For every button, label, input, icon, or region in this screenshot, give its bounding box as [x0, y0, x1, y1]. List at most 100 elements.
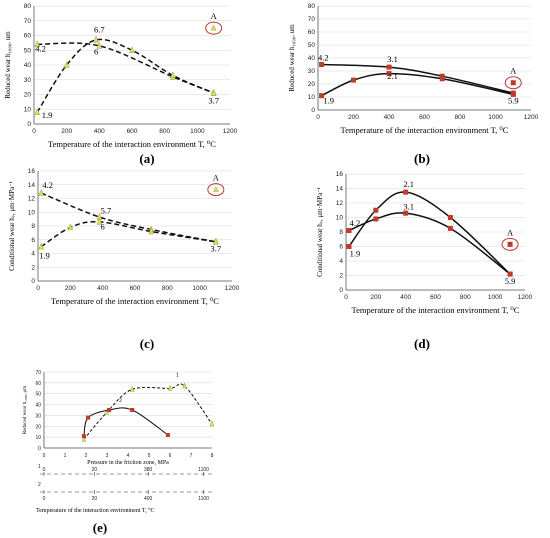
x-tick-label: 5 — [148, 453, 151, 459]
data-point — [351, 77, 356, 83]
data-point — [63, 60, 70, 68]
point-annotation: 2.1 — [387, 71, 398, 81]
y-tick-label: 4 — [31, 251, 35, 258]
outlier-circle — [501, 237, 519, 251]
outlier-circle — [504, 76, 522, 90]
y-tick-label: 0 — [38, 446, 41, 452]
data-point — [439, 73, 445, 79]
point-annotation: 3.7 — [208, 95, 219, 105]
outlier-point — [510, 80, 516, 86]
y-tick-label: 6 — [31, 237, 35, 244]
x-tick-label: 8 — [211, 453, 214, 459]
x-tick-label: 1 — [64, 453, 67, 459]
x-tick-label: 6 — [169, 453, 172, 459]
x-tick-label: 200 — [370, 294, 381, 301]
x-tick-label: 1200 — [225, 285, 240, 292]
data-point — [67, 223, 74, 231]
series-line — [83, 407, 169, 437]
y-tick-label: 8 — [339, 229, 343, 236]
y-tick-label: 50 — [35, 392, 41, 398]
series-line — [321, 63, 514, 94]
point-annotation: 1.9 — [350, 249, 361, 259]
point-annotation: 5.7 — [101, 206, 112, 216]
y-tick-label: 80 — [24, 3, 32, 10]
data-point — [386, 64, 392, 70]
x-tick-label: 800 — [460, 294, 471, 301]
y-axis-label: Conditional wear hᵥ, μm·MPa⁻¹ — [8, 181, 16, 271]
data-point — [346, 228, 352, 234]
point-annotation: 6 — [101, 221, 105, 231]
data-point — [373, 216, 379, 222]
y-tick-label: 16 — [336, 171, 344, 178]
point-annotation: 4.2 — [42, 180, 53, 190]
point-annotation: 1.9 — [323, 96, 334, 106]
y-tick-label: 0 — [339, 287, 343, 294]
x-tick-label: 400 — [94, 128, 105, 135]
y-tick-label: 30 — [24, 77, 32, 84]
x-tick-label: 800 — [159, 128, 170, 135]
x-tick-label: 0 — [36, 285, 40, 292]
y-tick-label: 30 — [308, 68, 316, 75]
x-tick-label: 1200 — [518, 294, 533, 301]
secondary-axis-tick-label: 400 — [144, 496, 153, 502]
x-axis-label: Temperature of the interaction environme… — [48, 139, 216, 149]
y-tick-label: 10 — [28, 209, 36, 216]
x-tick-label: 200 — [348, 114, 359, 121]
y-tick-label: 10 — [308, 94, 316, 101]
chart-c: 0 2 4 6 8 10 12 14 16 0 200 400 600 800 1000 1200 Condit… — [8, 168, 240, 351]
data-point — [346, 244, 352, 249]
point-annotation: 5.9 — [505, 276, 516, 286]
y-tick-label: 0 — [311, 107, 315, 114]
panel-label: (d) — [414, 336, 430, 351]
outlier-label: A — [507, 227, 514, 237]
series-line — [348, 212, 511, 275]
data-point — [182, 382, 187, 389]
x-tick-label: 400 — [384, 114, 395, 121]
x-tick-label: 1000 — [190, 128, 205, 135]
data-point — [81, 434, 86, 439]
y-tick-label: 16 — [28, 168, 36, 175]
data-point — [34, 108, 41, 115]
data-point — [403, 189, 409, 195]
point-annotation: 4.2 — [35, 44, 46, 54]
x-tick-label: 400 — [400, 294, 411, 301]
panel-label: (a) — [139, 151, 154, 166]
outlier-point — [210, 24, 217, 31]
series-label: 2 — [119, 398, 122, 404]
secondary-axis-tick-label: 20 — [92, 467, 98, 473]
data-point — [210, 89, 217, 96]
outlier-point — [213, 186, 219, 192]
point-annotation: 3.7 — [211, 243, 222, 253]
y-tick-label: 4 — [339, 258, 343, 265]
y-tick-label: 8 — [31, 223, 35, 230]
data-point — [130, 408, 135, 412]
y-tick-label: 50 — [308, 42, 316, 49]
data-point — [86, 415, 91, 420]
x-tick-label: 1200 — [223, 128, 238, 135]
x-tick-label: 7 — [190, 453, 193, 459]
panel-label: (e) — [93, 520, 107, 535]
outlier-point — [507, 241, 513, 247]
point-annotation: 4.2 — [350, 218, 361, 228]
y-tick-label: 50 — [24, 47, 32, 54]
data-point — [38, 242, 45, 250]
data-point — [373, 207, 379, 213]
data-point — [81, 435, 87, 442]
y-axis-label: Reduced wear h₁₀₀₀, μm — [23, 386, 28, 434]
data-point — [165, 432, 170, 437]
x-tick-label: 600 — [430, 294, 441, 301]
y-axis-label: Reduced wear h₁₀₀₀, um — [4, 31, 12, 99]
x-tick-label: 600 — [130, 285, 141, 292]
data-point — [170, 71, 176, 79]
y-tick-label: 12 — [28, 196, 36, 203]
x-axis-label: Temperature of the interaction environme… — [341, 125, 509, 135]
x-tick-label: 400 — [97, 285, 108, 292]
data-point — [447, 215, 453, 220]
data-point — [129, 385, 135, 392]
x-axis-label: Temperature of the interaction environme… — [51, 296, 219, 306]
secondary-axis-id: 1 — [38, 464, 41, 470]
x-tick-label: 0 — [43, 453, 46, 459]
secondary-axis-tick-label: 0 — [43, 467, 46, 473]
outlier-circle — [207, 183, 225, 197]
x-axis-label: Temperature of the interaction environme… — [352, 305, 520, 315]
